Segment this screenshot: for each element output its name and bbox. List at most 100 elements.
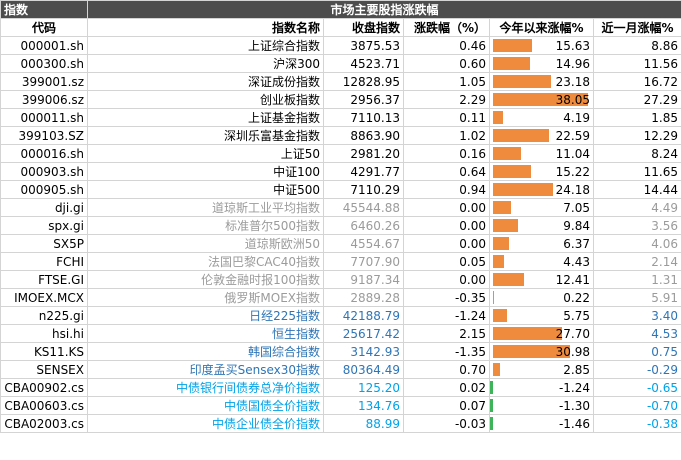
ytd-cell: 30.98 <box>489 342 594 361</box>
ytd-cell: 4.43 <box>489 252 594 271</box>
close-cell: 7110.13 <box>323 108 404 127</box>
ytd-data-bar <box>493 129 550 142</box>
index-name-cell: 深证成份指数 <box>87 72 324 91</box>
close-cell: 2956.37 <box>323 90 404 109</box>
ytd-data-bar <box>493 273 524 286</box>
change-cell: 0.00 <box>403 234 490 253</box>
ytd-data-bar <box>493 93 588 106</box>
col-header-code: 代码 <box>0 18 88 37</box>
ytd-data-bar <box>493 327 563 340</box>
ytd-cell: 27.70 <box>489 324 594 343</box>
table-row: 000903.sh 中证100 4291.77 0.64 15.22 11.65 <box>0 162 681 181</box>
index-name-cell: 中债国债全价指数 <box>87 396 324 415</box>
table-row: dji.gi 道琼斯工业平均指数 45544.88 0.00 7.05 4.49 <box>0 198 681 217</box>
column-header-row: 代码 指数名称 收盘指数 涨跌幅（%） 今年以来涨幅% 近一月涨幅% <box>0 18 681 37</box>
month-cell: 4.53 <box>592 324 681 343</box>
month-cell: 1.31 <box>592 270 681 289</box>
ytd-cell: 2.85 <box>489 360 594 379</box>
table-row: CBA02003.cs 中债企业债全价指数 88.99 -0.03 -1.46 -0.38 <box>0 414 681 433</box>
index-code-cell: 399006.sz <box>0 90 88 109</box>
change-cell: 0.07 <box>403 396 490 415</box>
ytd-data-bar <box>493 363 501 376</box>
index-name-cell: 标准普尔500指数 <box>87 216 324 235</box>
index-name-cell: 深圳乐富基金指数 <box>87 126 324 145</box>
ytd-data-bar <box>490 417 493 430</box>
table-row: 000016.sh 上证50 2981.20 0.16 11.04 8.24 <box>0 144 681 163</box>
change-cell: -1.24 <box>403 306 490 325</box>
index-code-cell: SENSEX <box>0 360 88 379</box>
close-cell: 80364.49 <box>323 360 404 379</box>
close-cell: 88.99 <box>323 414 404 433</box>
change-cell: -1.35 <box>403 342 490 361</box>
index-code-cell: SX5P <box>0 234 88 253</box>
close-cell: 25617.42 <box>323 324 404 343</box>
index-name-cell: 沪深300 <box>87 54 324 73</box>
change-cell: 0.11 <box>403 108 490 127</box>
month-cell: 11.56 <box>592 54 681 73</box>
close-cell: 45544.88 <box>323 198 404 217</box>
change-cell: 2.15 <box>403 324 490 343</box>
ytd-value: 11.04 <box>555 146 590 161</box>
index-code-cell: 000011.sh <box>0 108 88 127</box>
change-cell: 0.60 <box>403 54 490 73</box>
month-cell: 3.40 <box>592 306 681 325</box>
close-cell: 7110.29 <box>323 180 404 199</box>
index-code-cell: hsi.hi <box>0 324 88 343</box>
ytd-data-bar <box>493 165 531 178</box>
index-code-cell: FCHI <box>0 252 88 271</box>
table-row: FCHI 法国巴黎CAC40指数 7707.90 0.05 4.43 2.14 <box>0 252 681 271</box>
ytd-cell: -1.24 <box>489 378 594 397</box>
table-body: 000001.sh 上证综合指数 3875.53 0.46 15.63 8.86 00030… <box>0 36 681 433</box>
index-code-cell: CBA00902.cs <box>0 378 88 397</box>
month-cell: 27.29 <box>592 90 681 109</box>
ytd-cell: 23.18 <box>489 72 594 91</box>
index-name-cell: 上证基金指数 <box>87 108 324 127</box>
change-cell: 0.00 <box>403 270 490 289</box>
ytd-cell: -1.46 <box>489 414 594 433</box>
ytd-value: 9.84 <box>563 218 590 233</box>
ytd-data-bar <box>490 381 493 394</box>
table-row: CBA00902.cs 中债银行间债券总净价指数 125.20 0.02 -1.24 -0… <box>0 378 681 397</box>
index-name-cell: 上证综合指数 <box>87 36 324 55</box>
table-row: IMOEX.MCX 俄罗斯MOEX指数 2889.28 -0.35 0.22 5.91 <box>0 288 681 307</box>
close-cell: 42188.79 <box>323 306 404 325</box>
ytd-data-bar <box>493 75 551 88</box>
table-row: 399001.sz 深证成份指数 12828.95 1.05 23.18 16.72 <box>0 72 681 91</box>
ytd-value: -1.30 <box>558 398 590 413</box>
ytd-value: 5.75 <box>563 308 590 323</box>
ytd-data-bar <box>493 57 531 70</box>
ytd-cell: 24.18 <box>489 180 594 199</box>
month-cell: -0.70 <box>592 396 681 415</box>
col-header-ytd: 今年以来涨幅% <box>489 18 594 37</box>
close-cell: 7707.90 <box>323 252 404 271</box>
index-code-cell: dji.gi <box>0 198 88 217</box>
table-row: spx.gi 标准普尔500指数 6460.26 0.00 9.84 3.56 <box>0 216 681 235</box>
ytd-data-bar <box>493 111 504 124</box>
ytd-cell: 9.84 <box>489 216 594 235</box>
ytd-cell: 5.75 <box>489 306 594 325</box>
index-code-cell: 399103.SZ <box>0 126 88 145</box>
table-row: hsi.hi 恒生指数 25617.42 2.15 27.70 4.53 <box>0 324 681 343</box>
month-cell: 1.85 <box>592 108 681 127</box>
index-table: 指数 市场主要股指涨跌幅 代码 指数名称 收盘指数 涨跌幅（%） 今年以来涨幅%… <box>0 0 681 433</box>
ytd-data-bar <box>493 291 494 304</box>
index-code-cell: 399001.sz <box>0 72 88 91</box>
index-name-cell: 中证100 <box>87 162 324 181</box>
ytd-value: 24.18 <box>555 182 590 197</box>
close-cell: 125.20 <box>323 378 404 397</box>
month-cell: 4.49 <box>592 198 681 217</box>
table-row: 000905.sh 中证500 7110.29 0.94 24.18 14.44 <box>0 180 681 199</box>
change-cell: 0.16 <box>403 144 490 163</box>
ytd-value: 6.37 <box>563 236 590 251</box>
index-name-cell: 恒生指数 <box>87 324 324 343</box>
col-header-change: 涨跌幅（%） <box>403 18 490 37</box>
table-row: 399103.SZ 深圳乐富基金指数 8863.90 1.02 22.59 12.29 <box>0 126 681 145</box>
month-cell: 12.29 <box>592 126 681 145</box>
ytd-cell: 22.59 <box>489 126 594 145</box>
change-cell: 0.05 <box>403 252 490 271</box>
change-cell: 0.70 <box>403 360 490 379</box>
ytd-cell: 11.04 <box>489 144 594 163</box>
change-cell: 1.02 <box>403 126 490 145</box>
index-code-cell: 000903.sh <box>0 162 88 181</box>
index-name-cell: 俄罗斯MOEX指数 <box>87 288 324 307</box>
